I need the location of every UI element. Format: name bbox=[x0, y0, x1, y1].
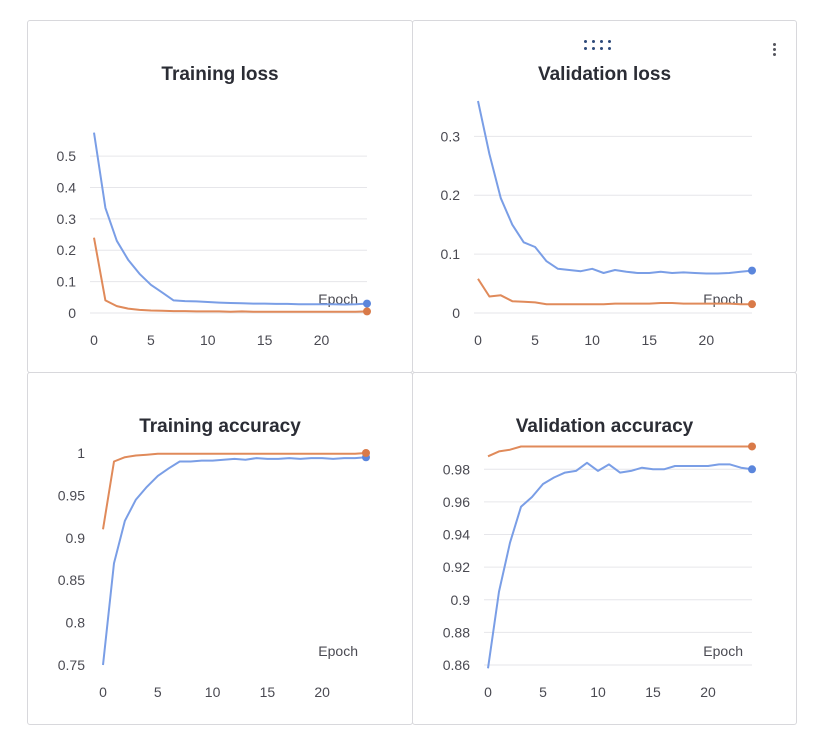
x-axis-title: Epoch bbox=[703, 643, 743, 659]
y-tick-label: 0.86 bbox=[443, 657, 470, 673]
y-tick-label: 0.4 bbox=[57, 179, 77, 195]
x-tick-label: 15 bbox=[645, 684, 661, 700]
x-tick-label: 15 bbox=[641, 332, 657, 348]
y-tick-label: 0.98 bbox=[443, 461, 470, 477]
series-end-point-1 bbox=[748, 442, 756, 451]
x-tick-label: 20 bbox=[699, 332, 715, 348]
series-line-1 bbox=[93, 237, 368, 313]
more-vertical-icon[interactable] bbox=[772, 41, 778, 59]
x-tick-label: 0 bbox=[474, 332, 482, 348]
x-tick-label: 20 bbox=[314, 684, 330, 700]
y-tick-label: 0.92 bbox=[443, 559, 470, 575]
series-end-point-1 bbox=[748, 300, 756, 309]
y-tick-label: 0.85 bbox=[58, 572, 85, 588]
x-tick-label: 5 bbox=[531, 332, 539, 348]
series-line-1 bbox=[477, 278, 752, 306]
x-tick-label: 5 bbox=[147, 332, 155, 348]
y-tick-label: 0.1 bbox=[57, 274, 77, 290]
x-axis-title: Epoch bbox=[318, 643, 358, 659]
chart-panel-validation-accuracy[interactable]: Validation accuracy 0.86 0.88 0.9 0.92 0.94 0… bbox=[412, 372, 797, 725]
x-tick-label: 0 bbox=[484, 684, 492, 700]
y-tick-label: 0.1 bbox=[441, 246, 461, 262]
chart-title: Validation accuracy bbox=[515, 416, 694, 437]
series-line-0 bbox=[477, 100, 753, 275]
series-end-point-0 bbox=[748, 465, 756, 474]
chart-title: Training accuracy bbox=[139, 416, 301, 437]
drag-handle-icon[interactable] bbox=[584, 38, 620, 54]
series-end-point-0 bbox=[363, 299, 371, 308]
chart-panel-training-accuracy[interactable]: Training accuracy 0.75 0.8 0.85 0.9 0.95 1 0 5 1… bbox=[27, 372, 413, 725]
y-tick-label: 0.3 bbox=[441, 128, 461, 144]
y-tick-label: 0.9 bbox=[451, 592, 471, 608]
y-tick-label: 0.5 bbox=[57, 148, 77, 164]
x-tick-label: 5 bbox=[539, 684, 547, 700]
y-tick-label: 0.2 bbox=[57, 242, 77, 258]
y-tick-label: 0 bbox=[452, 305, 460, 321]
series-line-1 bbox=[487, 445, 752, 458]
chart-panel-validation-loss[interactable]: Validation loss 0 0.1 0.2 0.3 0 5 10 15 20 Epoch bbox=[412, 20, 797, 373]
y-tick-label: 0.3 bbox=[57, 211, 77, 227]
y-tick-label: 0.2 bbox=[441, 187, 461, 203]
line-chart-validation-accuracy: 0.86 0.88 0.9 0.92 0.94 0.96 0.98 0 5 10 15 20 Epoch bbox=[443, 442, 756, 700]
y-tick-label: 0.88 bbox=[443, 624, 470, 640]
x-tick-label: 5 bbox=[154, 684, 162, 700]
y-tick-label: 1 bbox=[77, 445, 85, 461]
y-tick-label: 0 bbox=[68, 305, 76, 321]
x-tick-label: 20 bbox=[314, 332, 330, 348]
y-tick-label: 0.94 bbox=[443, 527, 470, 543]
x-tick-label: 10 bbox=[205, 684, 221, 700]
x-tick-label: 0 bbox=[99, 684, 107, 700]
x-tick-label: 0 bbox=[90, 332, 98, 348]
series-line-0 bbox=[93, 132, 368, 306]
series-line-1 bbox=[102, 452, 367, 530]
chart-title: Training loss bbox=[161, 64, 279, 85]
x-axis-title: Epoch bbox=[318, 291, 358, 307]
x-tick-label: 10 bbox=[584, 332, 600, 348]
y-tick-label: 0.96 bbox=[443, 494, 470, 510]
series-line-0 bbox=[102, 456, 367, 666]
x-tick-label: 10 bbox=[590, 684, 606, 700]
series-end-point-1 bbox=[363, 307, 371, 316]
chart-title: Validation loss bbox=[537, 64, 672, 85]
line-chart-training-loss: 0 0.1 0.2 0.3 0.4 0.5 0 5 10 15 20 Epoch bbox=[57, 132, 371, 348]
y-tick-label: 0.8 bbox=[66, 615, 86, 631]
y-tick-label: 0.75 bbox=[58, 657, 85, 673]
x-tick-label: 20 bbox=[700, 684, 716, 700]
series-end-point-1 bbox=[362, 449, 370, 457]
series-end-point-0 bbox=[748, 266, 756, 275]
chart-panel-training-loss[interactable]: Training loss 0 0.1 0.2 0.3 0.4 0.5 0 5 10 15 20 Ep… bbox=[27, 20, 413, 373]
y-tick-label: 0.95 bbox=[58, 487, 85, 503]
series-line-0 bbox=[487, 461, 753, 669]
x-tick-label: 15 bbox=[257, 332, 273, 348]
y-tick-label: 0.9 bbox=[66, 530, 86, 546]
x-tick-label: 15 bbox=[260, 684, 276, 700]
x-tick-label: 10 bbox=[200, 332, 216, 348]
